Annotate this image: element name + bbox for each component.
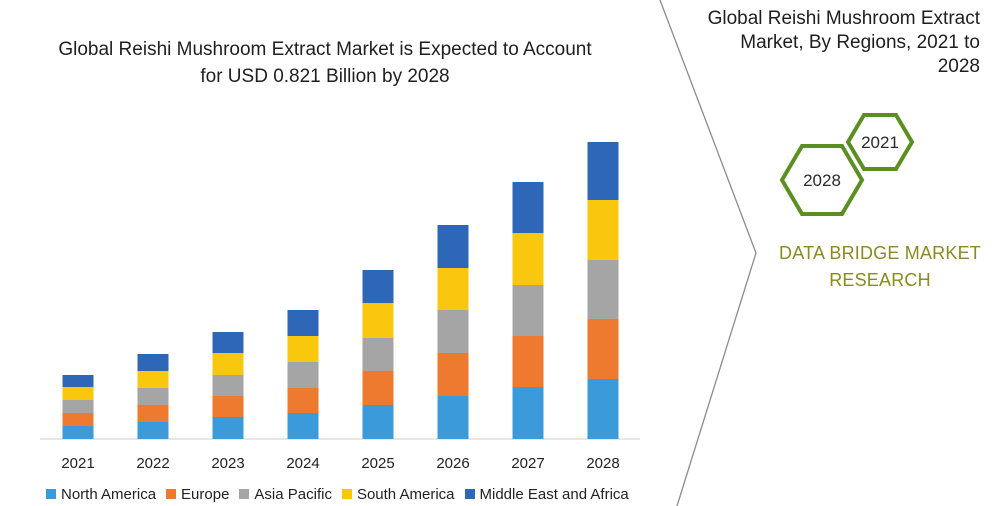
bar-segment-south-america-2025 [362,303,394,338]
hexagon-badge-back-label: 2021 [861,133,899,152]
legend-label: Asia Pacific [254,485,332,503]
bar-segment-north-america-2024 [287,413,319,439]
legend-item-asia-pacific: Asia Pacific [239,486,332,503]
bar-segment-europe-2025 [362,371,394,405]
brand-name: DATA BRIDGE MARKET RESEARCH [760,240,1000,294]
bar-segment-asia-pacific-2021 [62,400,94,413]
x-tick-label-2028: 2028 [586,455,619,472]
chart-legend: North America Europe Asia Pacific South … [46,484,639,504]
bar-segment-north-america-2025 [362,405,394,439]
bar-segment-south-america-2026 [437,268,469,310]
side-panel-title-line-1: Global Reishi Mushroom Extract [707,8,980,29]
bar-segment-europe-2021 [62,413,94,426]
x-axis-tick-labels: 2021 2022 2023 2024 2025 2026 2027 2028 [61,455,619,472]
bar-segment-europe-2023 [212,396,244,417]
side-panel-title: Global Reishi Mushroom Extract Market, B… [700,7,980,79]
bar-segment-asia-pacific-2027 [512,285,544,336]
x-tick-label-2024: 2024 [286,455,319,472]
x-tick-label-2026: 2026 [436,455,469,472]
brand-line-1: DATA BRIDGE MARKET [779,243,981,263]
bar-segment-north-america-2021 [62,426,94,439]
bar-segment-middle-east-and-africa-2026 [437,225,469,268]
legend-label: Middle East and Africa [479,485,629,503]
bar-segment-asia-pacific-2023 [212,375,244,396]
x-tick-label-2021: 2021 [61,455,94,472]
hexagon-badge-front-label: 2028 [803,171,841,190]
side-panel-title-line-2: Market, By Regions, 2021 to [740,32,980,53]
bar-segment-south-america-2022 [137,371,169,388]
bar-segment-europe-2028 [587,319,619,379]
legend-swatch [341,489,352,499]
legend-swatch [239,489,250,499]
chart-title-line-2: for USD 0.821 Billion by 2028 [200,66,450,87]
bar-segment-middle-east-and-africa-2021 [62,375,94,387]
bar-segment-north-america-2027 [512,387,544,439]
chart-title-line-1: Global Reishi Mushroom Extract Market is… [58,39,592,60]
x-tick-label-2022: 2022 [136,455,169,472]
legend-label: Europe [181,485,230,503]
legend-item-south-america: South America [341,485,455,503]
bar-segment-north-america-2026 [437,396,469,439]
bar-segment-south-america-2021 [62,387,94,400]
bar-segment-south-america-2027 [512,233,544,285]
bar-segment-middle-east-and-africa-2025 [362,270,394,303]
bar-segment-middle-east-and-africa-2024 [287,310,319,336]
legend-item-middle-east-africa: Middle East and Africa [464,485,629,503]
bar-segment-asia-pacific-2028 [587,260,619,319]
legend-item-europe: Europe [166,486,229,503]
bar-segment-europe-2022 [137,405,169,422]
x-tick-label-2025: 2025 [361,455,394,472]
bars-layer [62,142,619,439]
bar-segment-asia-pacific-2025 [362,338,394,371]
bar-segment-middle-east-and-africa-2028 [587,142,619,200]
x-tick-label-2023: 2023 [211,455,244,472]
x-tick-label-2027: 2027 [511,455,544,472]
panel-divider-line [659,0,757,506]
legend-label: South America [356,485,455,503]
bar-segment-south-america-2023 [212,353,244,375]
side-panel-title-line-3: 2028 [937,56,980,77]
hexagon-badge-front [779,144,865,216]
bar-segment-north-america-2022 [137,422,169,439]
legend-label: North America [61,485,157,503]
bar-segment-asia-pacific-2022 [137,388,169,405]
bar-segment-middle-east-and-africa-2022 [137,354,169,371]
legend-swatch [166,489,177,499]
bar-segment-middle-east-and-africa-2027 [512,182,544,233]
legend-swatch [46,489,56,499]
bar-segment-europe-2027 [512,336,544,387]
bar-segment-north-america-2023 [212,417,244,439]
bar-segment-south-america-2024 [287,336,319,362]
bar-segment-asia-pacific-2024 [287,362,319,388]
chart-title: Global Reishi Mushroom Extract Market is… [30,36,620,90]
bar-segment-asia-pacific-2026 [437,310,469,353]
legend-item-north-america: North America [46,486,156,503]
bar-segment-europe-2024 [287,388,319,413]
bar-segment-europe-2026 [437,353,469,396]
bar-segment-north-america-2028 [587,379,619,439]
bar-segment-middle-east-and-africa-2023 [212,332,244,353]
legend-swatch [464,489,475,499]
hexagon-badge-back [845,113,915,171]
brand-line-2: RESEARCH [829,270,931,290]
bar-segment-south-america-2028 [587,200,619,260]
